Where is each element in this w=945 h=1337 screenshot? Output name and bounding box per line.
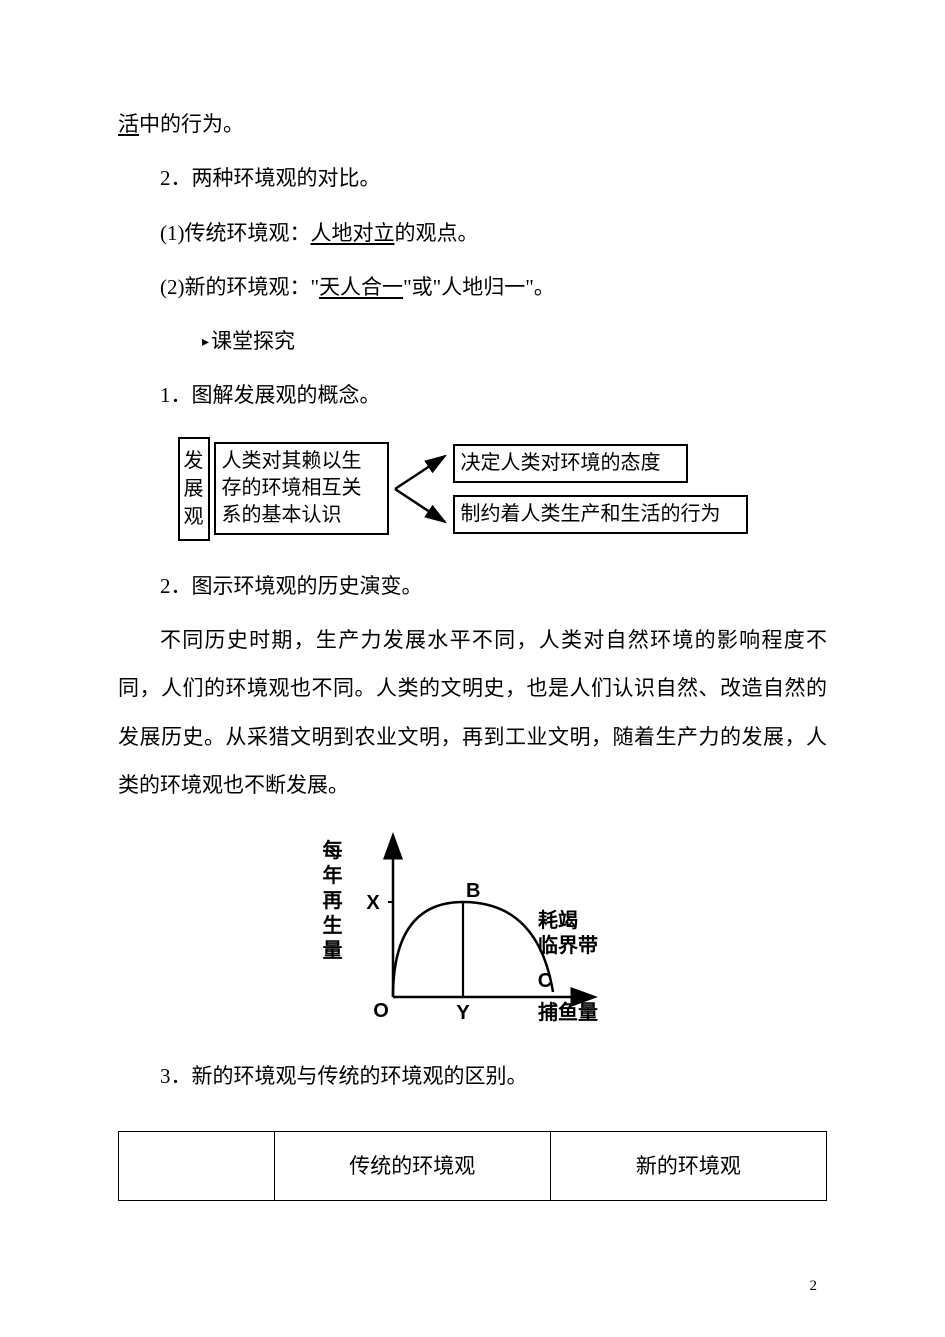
- table-row: 传统的环境观 新的环境观: [119, 1131, 827, 1200]
- line-3-pre: (1)传统环境观：: [160, 221, 311, 245]
- document-content: 活中的行为。 2．两种环境观的对比。 (1)传统环境观：人地对立的观点。 (2)…: [118, 100, 827, 1201]
- line-1: 活中的行为。: [118, 100, 827, 148]
- diagram1-box-left: 发 展 观: [178, 437, 210, 541]
- line-1-underline: 活: [118, 112, 139, 136]
- line-4-pre: (2)新的环境观：": [160, 275, 319, 299]
- line-3-underline: 人地对立: [311, 221, 395, 245]
- chart-curve-label-1: 耗竭: [538, 909, 578, 932]
- line-3: (1)传统环境观：人地对立的观点。: [118, 209, 827, 257]
- chart-label-c: C: [537, 970, 551, 992]
- line-4-post: "或"人地归一"。: [403, 275, 555, 299]
- section-heading: ▸课堂探究: [118, 317, 827, 365]
- diagram1-arrows-icon: [393, 434, 453, 544]
- chart-label-y: Y: [456, 1002, 470, 1024]
- chart-yaxis-label: 每年再生量: [323, 839, 345, 964]
- table-header-col3: 新的环境观: [550, 1131, 826, 1200]
- diagram1-box-center: 人类对其赖以生存的环境相互关系的基本认识: [214, 442, 389, 535]
- diagram1-box-right2: 制约着人类生产和生活的行为: [453, 495, 748, 534]
- chart-label-origin: O: [373, 1000, 389, 1022]
- line-1-post: 中的行为。: [139, 112, 244, 136]
- table-header-col2: 传统的环境观: [274, 1131, 550, 1200]
- diagram1-box-right1: 决定人类对环境的态度: [453, 444, 688, 483]
- chart-label-b: B: [466, 880, 480, 902]
- table-header-col1: [119, 1131, 275, 1200]
- diagram-chart: X B C O Y 捕鱼量 耗竭 临界带 每年再生量: [313, 827, 633, 1027]
- chart-label-x: X: [366, 892, 380, 914]
- line-4: (2)新的环境观："天人合一"或"人地归一"。: [118, 263, 827, 311]
- chart-curve-label-2: 临界带: [538, 933, 598, 957]
- marker-icon: ▸: [160, 327, 209, 359]
- diagram-flowchart: 发 展 观 人类对其赖以生存的环境相互关系的基本认识 决定人类对环境的态度 制约…: [178, 434, 768, 544]
- line-5: 1．图解发展观的概念。: [118, 371, 827, 419]
- heading-text: 课堂探究: [211, 329, 295, 353]
- line-7: 3．新的环境观与传统的环境观的区别。: [118, 1052, 827, 1100]
- paragraph-body: 不同历史时期，生产力发展水平不同，人类对自然环境的影响程度不同，人们的环境观也不…: [118, 616, 827, 809]
- line-4-underline: 天人合一: [319, 275, 403, 299]
- line-2: 2．两种环境观的对比。: [118, 154, 827, 202]
- page-number: 2: [810, 1278, 818, 1295]
- chart-xaxis-label: 捕鱼量: [538, 1000, 598, 1024]
- comparison-table: 传统的环境观 新的环境观: [118, 1131, 827, 1201]
- line-3-post: 的观点。: [395, 221, 479, 245]
- line-6: 2．图示环境观的历史演变。: [118, 562, 827, 610]
